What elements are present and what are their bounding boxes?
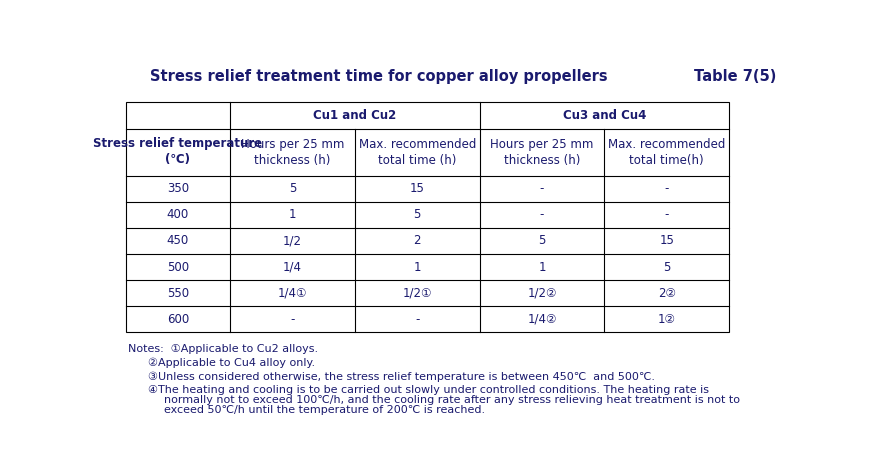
Text: -: -	[539, 182, 543, 196]
Text: (℃): (℃)	[165, 153, 190, 166]
Text: exceed 50℃/h until the temperature of 200℃ is reached.: exceed 50℃/h until the temperature of 20…	[164, 405, 485, 415]
Text: Cu1 and Cu2: Cu1 and Cu2	[313, 109, 396, 122]
Text: Table 7(5): Table 7(5)	[693, 69, 775, 84]
Text: 450: 450	[167, 235, 189, 248]
Text: 15: 15	[409, 182, 424, 196]
Text: 1: 1	[538, 260, 545, 274]
Text: 5: 5	[662, 260, 670, 274]
Text: Stress relief temperature: Stress relief temperature	[93, 137, 262, 150]
Text: ③Unless considered otherwise, the stress relief temperature is between 450℃  and: ③Unless considered otherwise, the stress…	[148, 371, 654, 382]
Text: 5: 5	[289, 182, 295, 196]
Text: ④The heating and cooling is to be carried out slowly under controlled conditions: ④The heating and cooling is to be carrie…	[148, 385, 708, 395]
Text: 5: 5	[538, 235, 545, 248]
Text: -: -	[664, 182, 668, 196]
Text: total time(h): total time(h)	[628, 154, 703, 167]
Text: Stress relief treatment time for copper alloy propellers: Stress relief treatment time for copper …	[149, 69, 607, 84]
Text: 1/2②: 1/2②	[527, 287, 556, 299]
Text: total time (h): total time (h)	[378, 154, 456, 167]
Text: normally not to exceed 100℃/h, and the cooling rate after any stress relieving h: normally not to exceed 100℃/h, and the c…	[164, 395, 740, 405]
Text: 2: 2	[413, 235, 421, 248]
Text: 1②: 1②	[657, 313, 675, 326]
Text: 1/4: 1/4	[282, 260, 302, 274]
Text: 1: 1	[289, 208, 295, 221]
Text: Max. recommended: Max. recommended	[607, 138, 725, 151]
Text: -: -	[415, 313, 419, 326]
Text: 1/4②: 1/4②	[527, 313, 556, 326]
Text: thickness (h): thickness (h)	[254, 154, 330, 167]
Text: 2②: 2②	[657, 287, 675, 299]
Text: -: -	[539, 208, 543, 221]
Text: Max. recommended: Max. recommended	[358, 138, 475, 151]
Text: Hours per 25 mm: Hours per 25 mm	[241, 138, 344, 151]
Bar	[125, 102, 728, 332]
Text: 1/2: 1/2	[282, 235, 302, 248]
Text: 550: 550	[167, 287, 189, 299]
Text: 5: 5	[413, 208, 421, 221]
Text: 400: 400	[167, 208, 189, 221]
Text: Notes:  ①Applicable to Cu2 alloys.: Notes: ①Applicable to Cu2 alloys.	[128, 344, 317, 354]
Text: 1/2①: 1/2①	[402, 287, 432, 299]
Text: 600: 600	[167, 313, 189, 326]
Text: 1/4①: 1/4①	[277, 287, 307, 299]
Text: Hours per 25 mm: Hours per 25 mm	[490, 138, 593, 151]
Text: ②Applicable to Cu4 alloy only.: ②Applicable to Cu4 alloy only.	[148, 358, 315, 368]
Text: 500: 500	[167, 260, 189, 274]
Text: thickness (h): thickness (h)	[503, 154, 580, 167]
Text: -: -	[664, 208, 668, 221]
Text: 15: 15	[659, 235, 673, 248]
Text: Cu3 and Cu4: Cu3 and Cu4	[562, 109, 646, 122]
Text: 350: 350	[167, 182, 189, 196]
Text: -: -	[290, 313, 295, 326]
Text: 1: 1	[413, 260, 421, 274]
